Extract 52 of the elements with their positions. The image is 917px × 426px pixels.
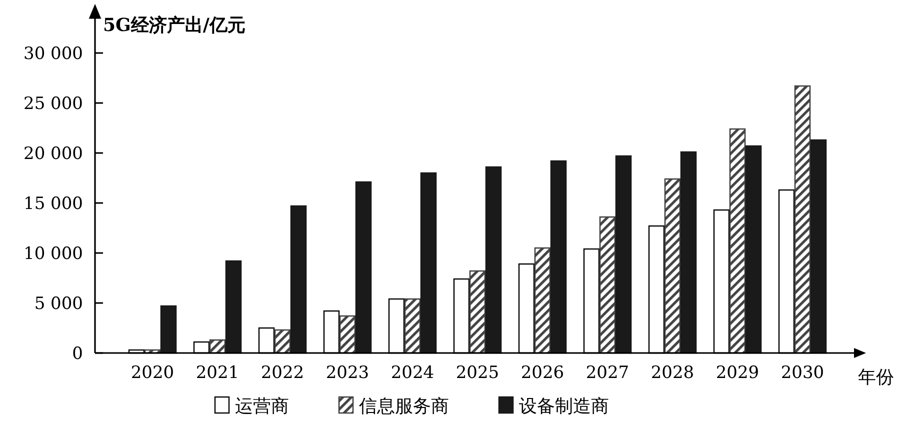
- y-tick-label: 25 000: [24, 94, 83, 114]
- bar: [485, 166, 502, 354]
- x-tick-label: 2024: [390, 363, 434, 383]
- y-tick-label: 5 000: [34, 294, 83, 314]
- x-tick-label: 2021: [196, 363, 240, 383]
- bar: [615, 155, 632, 354]
- bar: [810, 139, 827, 354]
- bar: [355, 181, 372, 354]
- bar: [160, 305, 177, 354]
- x-axis-title: 年份: [858, 367, 894, 388]
- y-tick-label: 30 000: [24, 44, 83, 64]
- y-tick-label: 0: [72, 344, 83, 364]
- legend-label: 信息服务商: [359, 396, 449, 417]
- legend-label: 运营商: [235, 396, 289, 417]
- bar: [680, 151, 697, 354]
- x-tick-label: 2025: [456, 363, 500, 383]
- bar: [583, 248, 600, 354]
- bar: [258, 327, 275, 354]
- x-tick-label: 2020: [130, 363, 174, 383]
- legend-label: 设备制造商: [519, 396, 609, 417]
- bar: [469, 270, 486, 354]
- bar: [339, 315, 356, 354]
- bar: [388, 298, 405, 354]
- y-tick-label: 20 000: [24, 144, 83, 164]
- bar: [550, 160, 567, 354]
- y-tick-label: 15 000: [24, 194, 83, 214]
- bar: [323, 310, 340, 354]
- x-tick-label: 2029: [716, 363, 760, 383]
- bar: [648, 225, 665, 354]
- bar: [290, 205, 307, 354]
- x-tick-label: 2023: [326, 363, 370, 383]
- bar: [453, 278, 470, 354]
- bar: [729, 128, 746, 354]
- bar: [225, 260, 242, 354]
- bar: [794, 85, 811, 354]
- y-axis-title: 5G经济产出/亿元: [103, 15, 246, 36]
- x-tick-label: 2027: [586, 363, 630, 383]
- bar: [599, 216, 616, 354]
- bar: [518, 263, 535, 354]
- x-tick-label: 2022: [260, 363, 304, 383]
- x-tick-label: 2030: [780, 363, 824, 383]
- bar: [274, 329, 291, 354]
- x-tick-label: 2026: [520, 363, 564, 383]
- bar: [404, 298, 421, 354]
- bar: [778, 189, 795, 354]
- x-tick-label: 2028: [650, 363, 694, 383]
- bar: [420, 172, 437, 354]
- y-tick-label: 10 000: [24, 244, 83, 264]
- bar: [664, 178, 681, 354]
- bar: [534, 247, 551, 354]
- bar: [745, 145, 762, 354]
- bar: [713, 209, 730, 354]
